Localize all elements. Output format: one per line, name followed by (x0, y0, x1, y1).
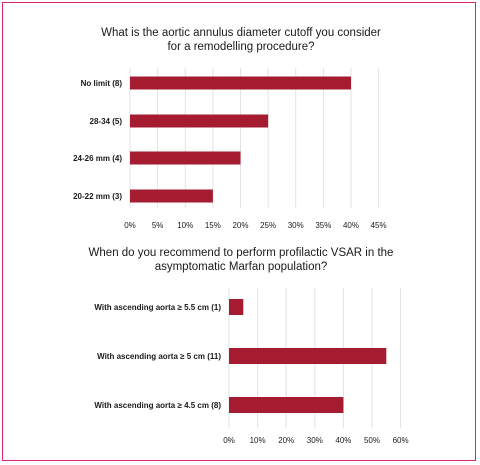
chart-1-bar (130, 76, 351, 90)
chart-1-tick-label: 5% (152, 221, 164, 230)
chart-2-tick-label: 30% (307, 436, 323, 445)
chart-1-bar (130, 151, 241, 165)
chart-2-title-line-1: When do you recommend to perform profila… (89, 247, 394, 259)
chart-1-category-label: 28-34 (5) (90, 117, 123, 126)
chart-2-bar (229, 299, 244, 315)
chart-1-category-label: No limit (8) (81, 79, 123, 88)
chart-1-tick-label: 35% (315, 221, 331, 230)
chart-1-tick-label: 15% (205, 221, 221, 230)
chart-2-category-label: With ascending aorta ≥ 5 cm (11) (97, 352, 221, 361)
chart-1-bar (130, 189, 213, 203)
chart-2-category-label: With ascending aorta ≥ 5.5 cm (1) (94, 303, 221, 312)
chart-1-tick-label: 0% (124, 221, 136, 230)
figure-frame (2, 2, 476, 461)
chart-2-bar (229, 348, 387, 364)
chart-1-title-line-2: for a remodelling procedure? (167, 41, 314, 53)
chart-2-tick-label: 0% (223, 436, 235, 445)
chart-1-tick-label: 20% (232, 221, 248, 230)
chart-1-tick-label: 30% (288, 221, 304, 230)
chart-1-title-line-1: What is the aortic annulus diameter cuto… (101, 27, 381, 39)
chart-2-category-label: With ascending aorta ≥ 4.5 cm (8) (94, 401, 221, 410)
chart-1-category-label: 24-26 mm (4) (73, 154, 122, 163)
chart-1-bar (130, 114, 269, 128)
chart-2-tick-label: 20% (278, 436, 294, 445)
chart-1-tick-label: 45% (371, 221, 387, 230)
chart-1-tick-label: 10% (177, 221, 193, 230)
chart-2-tick-label: 60% (393, 436, 409, 445)
chart-1-tick-label: 25% (260, 221, 276, 230)
chart-2-tick-label: 50% (364, 436, 380, 445)
chart-2-tick-label: 40% (335, 436, 351, 445)
chart-1-category-label: 20-22 mm (3) (73, 192, 122, 201)
chart-2-tick-label: 10% (250, 436, 266, 445)
chart-2-title-line-2: asymptomatic Marfan population? (155, 261, 328, 273)
chart-2-bar (229, 397, 344, 413)
chart-1-tick-label: 40% (343, 221, 359, 230)
